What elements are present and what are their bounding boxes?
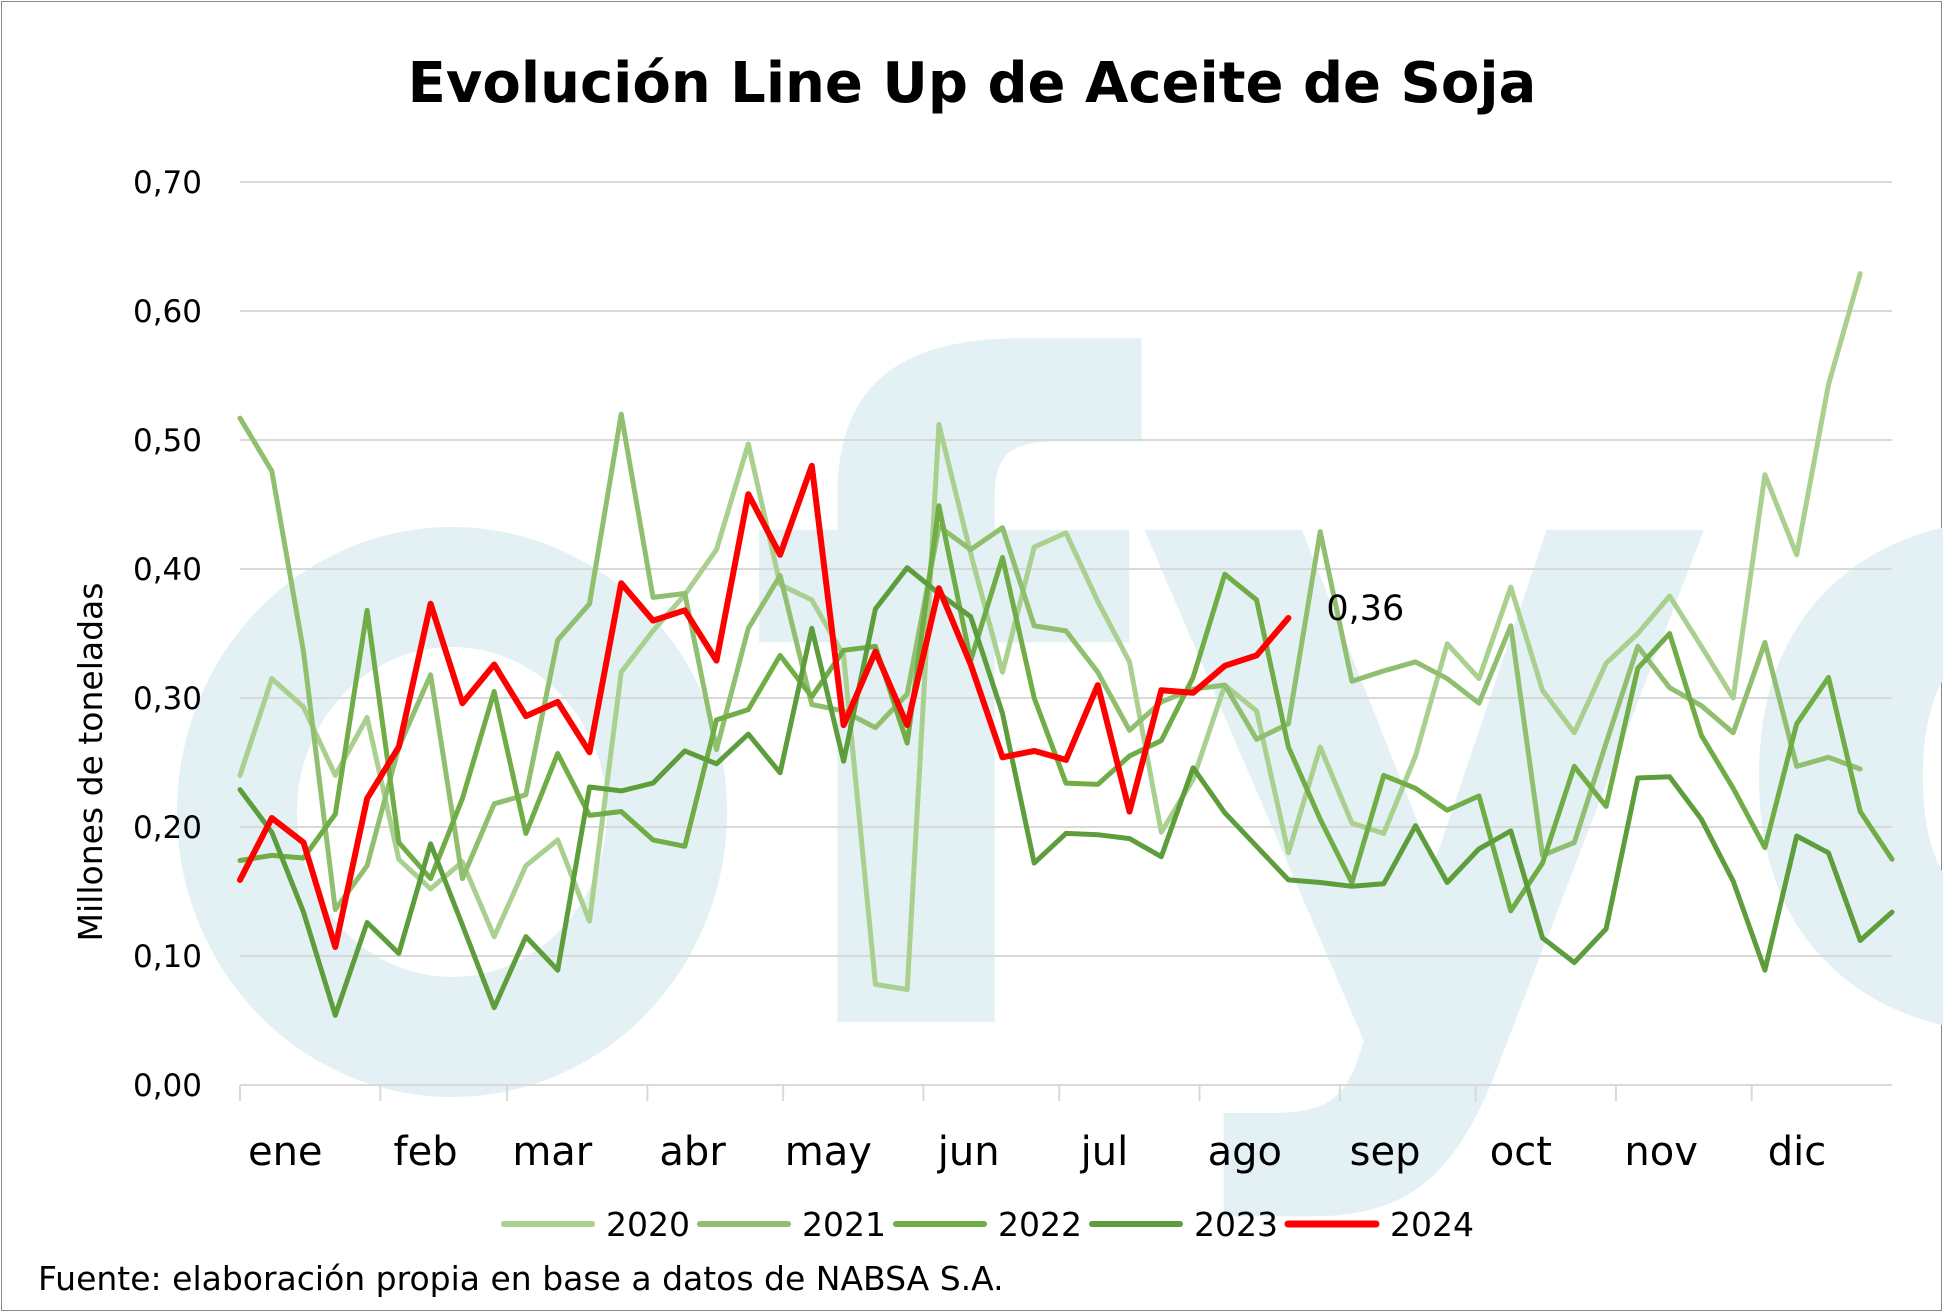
series-line-2022 (237, 503, 1895, 914)
chart-title: Evolución Line Up de Aceite de Soja (408, 51, 1537, 116)
x-tick-label-dic: dic (1768, 1129, 1827, 1175)
legend: 2020 2021 2022 2023 2024 (501, 1205, 1474, 1244)
series-line-2023 (237, 565, 1895, 1018)
y-tick-label: 0,00 (133, 1068, 202, 1104)
series-lines (237, 271, 1895, 1018)
legend-label-2022: 2022 (998, 1205, 1082, 1244)
y-axis-ticks: 0,00 0,10 0,20 0,30 0,40 0,50 0,60 0,70 (133, 165, 202, 1104)
y-tick-label: 0,40 (133, 552, 202, 588)
x-tick-label-feb: feb (394, 1129, 458, 1175)
series-line-2024 (237, 462, 1292, 950)
y-tick-label: 0,50 (133, 423, 202, 459)
series-line-2020 (237, 271, 1863, 992)
x-tick-label-nov: nov (1624, 1129, 1698, 1175)
source-note: Fuente: elaboración propia en base a dat… (38, 1259, 1004, 1298)
annotations: 0,36 (1326, 589, 1404, 629)
y-axis-title: Millones de toneladas (71, 583, 110, 942)
y-tick-label: 0,10 (133, 939, 202, 975)
x-tick-label-jul: jul (1080, 1129, 1129, 1175)
annotation-last-value-2024: 0,36 (1326, 589, 1404, 629)
x-tick-label-ago: ago (1208, 1129, 1282, 1175)
legend-label-2023: 2023 (1194, 1205, 1278, 1244)
series-line-2021 (237, 411, 1863, 913)
x-tick-label-mar: mar (512, 1129, 592, 1175)
x-tick-label-sep: sep (1350, 1129, 1421, 1175)
legend-label-2020: 2020 (606, 1205, 690, 1244)
x-tick-label-oct: oct (1490, 1129, 1552, 1175)
legend-label-2021: 2021 (802, 1205, 886, 1244)
x-tick-label-jun: jun (937, 1129, 1000, 1175)
y-tick-label: 0,20 (133, 810, 202, 846)
x-tick-label-ene: ene (248, 1129, 323, 1175)
fyo-watermark-logo: fyo (177, 188, 1943, 1235)
x-tick-label-may: may (785, 1129, 872, 1175)
x-axis: ene feb mar abr may jun jul ago sep oct nov dic (239, 1084, 1892, 1175)
x-tick-label-abr: abr (659, 1129, 726, 1175)
y-tick-label: 0,60 (133, 294, 202, 330)
legend-label-2024: 2024 (1390, 1205, 1474, 1244)
y-tick-label: 0,30 (133, 681, 202, 717)
y-tick-label: 0,70 (133, 165, 202, 201)
